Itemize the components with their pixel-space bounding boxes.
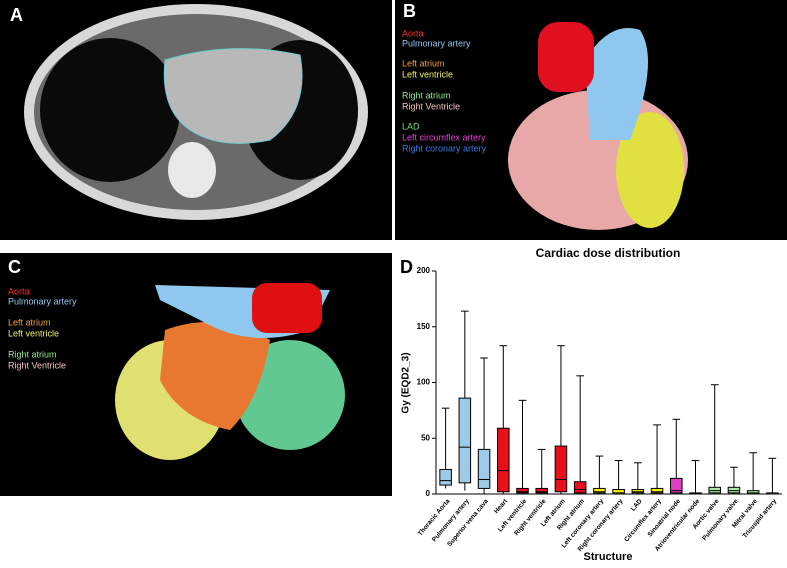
box bbox=[554, 445, 568, 493]
box bbox=[593, 487, 606, 494]
heart-lv bbox=[616, 112, 684, 228]
x-tick-label: Heart bbox=[493, 497, 510, 515]
ct-lung bbox=[40, 38, 180, 182]
legend-item: Right Ventricle bbox=[402, 101, 460, 111]
legend-item: Right atrium bbox=[8, 349, 57, 359]
box bbox=[727, 486, 741, 494]
panel-label: B bbox=[403, 1, 416, 21]
box bbox=[477, 448, 491, 489]
y-tick-label: 200 bbox=[417, 266, 431, 275]
y-tick-label: 150 bbox=[417, 322, 431, 331]
x-tick-label: Thoracic Aorta bbox=[417, 498, 452, 538]
x-tick-label: Tricuspid artery bbox=[742, 498, 779, 540]
box bbox=[458, 397, 472, 484]
x-tick-label: LAD bbox=[630, 498, 644, 513]
legend-item: Right atrium bbox=[402, 90, 451, 100]
legend-item: Right Ventricle bbox=[8, 360, 66, 370]
panel-label: C bbox=[8, 257, 21, 277]
chart-title: Cardiac dose distribution bbox=[536, 246, 681, 260]
ct-spine bbox=[168, 142, 216, 198]
box bbox=[573, 481, 587, 494]
box bbox=[612, 489, 625, 495]
aorta bbox=[538, 22, 594, 92]
y-tick-label: 50 bbox=[421, 433, 430, 442]
legend-item: Left atrium bbox=[402, 58, 445, 68]
legend-item: Pulmonary artery bbox=[8, 296, 77, 306]
legend-item: Right coronary artery bbox=[402, 143, 487, 153]
aorta bbox=[252, 283, 322, 333]
box bbox=[650, 487, 664, 494]
box bbox=[746, 490, 760, 495]
box bbox=[497, 427, 510, 493]
box bbox=[439, 468, 452, 486]
legend-item: Aorta bbox=[8, 286, 30, 296]
y-tick-label: 0 bbox=[426, 489, 431, 498]
x-axis-label: Structure bbox=[584, 551, 633, 563]
panel-label: A bbox=[10, 5, 23, 25]
legend-item: Pulmonary artery bbox=[402, 38, 471, 48]
heart-la bbox=[160, 322, 270, 430]
legend-item: Left ventricle bbox=[402, 69, 453, 79]
legend-item: Aorta bbox=[402, 28, 424, 38]
legend-item: LAD bbox=[402, 121, 420, 131]
ct-heart bbox=[163, 48, 303, 144]
box bbox=[708, 486, 721, 494]
box bbox=[516, 487, 529, 494]
y-axis-label: Gy (EQD2_3) bbox=[401, 352, 412, 413]
legend-item: Left atrium bbox=[8, 317, 51, 327]
legend-item: Left ventricle bbox=[8, 328, 59, 338]
box bbox=[535, 487, 548, 494]
y-tick-label: 100 bbox=[417, 378, 431, 387]
box bbox=[670, 477, 683, 494]
panel-label: D bbox=[400, 257, 413, 277]
legend-item: Left circumflex artery bbox=[402, 132, 486, 142]
box bbox=[631, 489, 645, 494]
pulmonary-artery bbox=[585, 28, 648, 140]
